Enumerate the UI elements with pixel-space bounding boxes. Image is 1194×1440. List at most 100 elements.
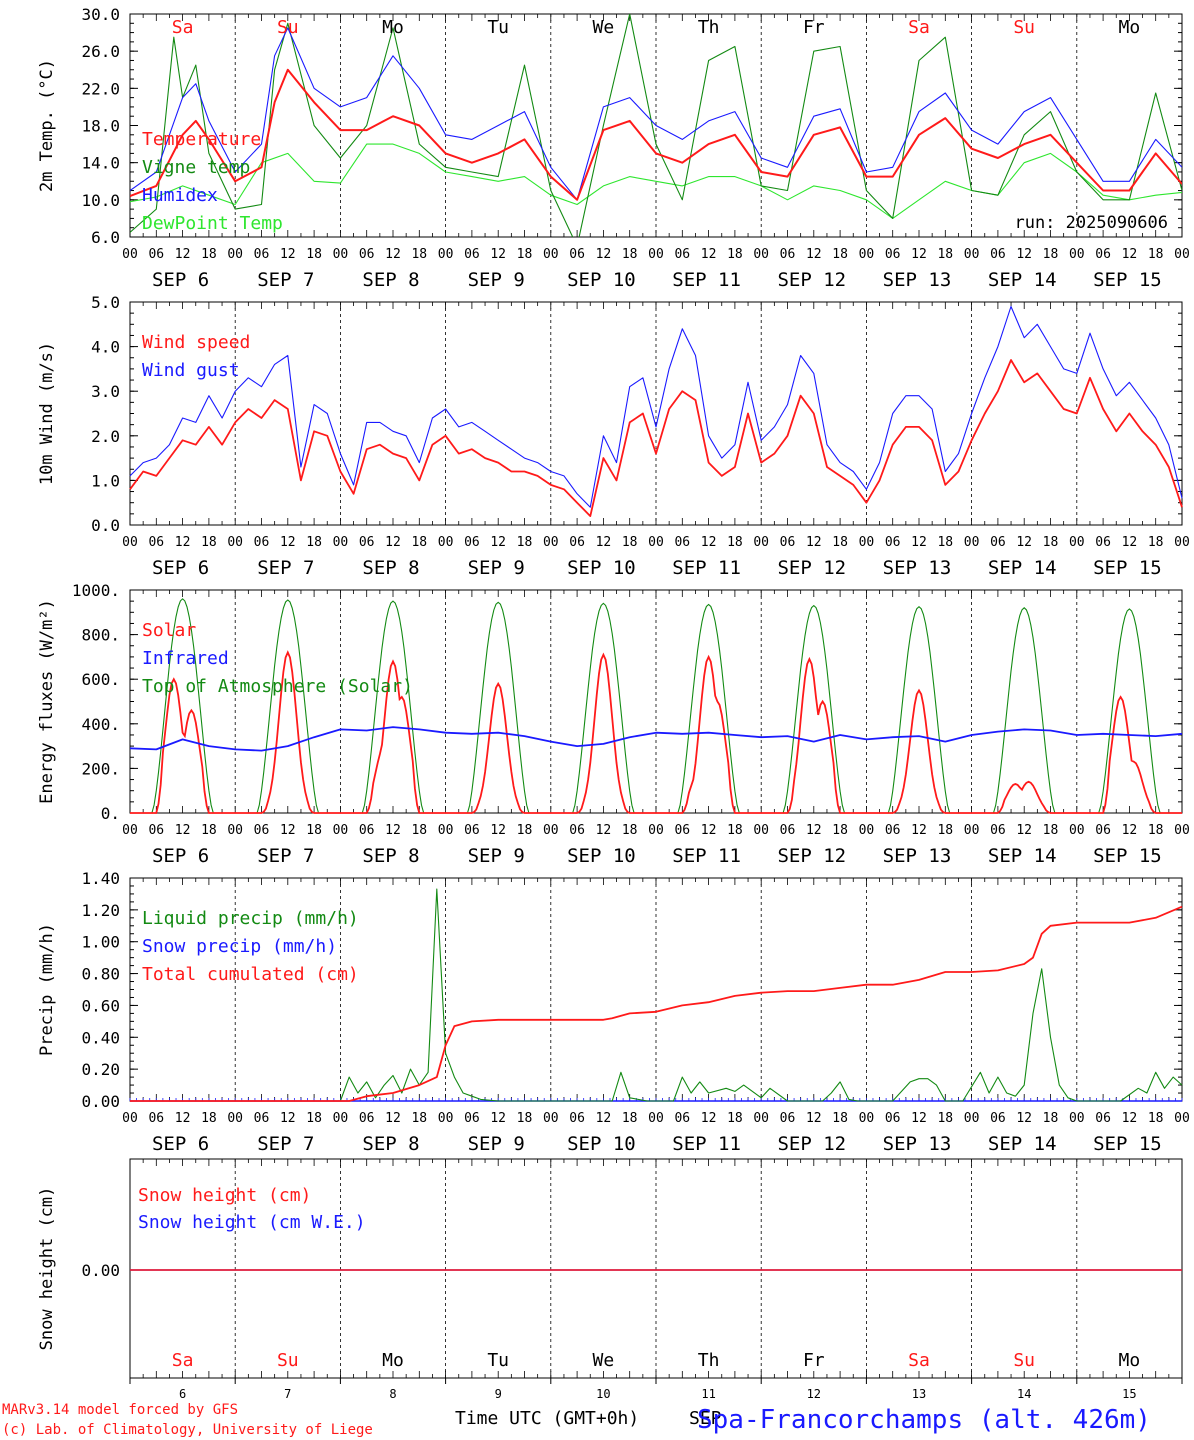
hour-tick-label: 00: [438, 247, 454, 262]
hour-tick-label: 06: [674, 1111, 690, 1126]
hour-tick-label: 00: [333, 535, 349, 550]
y-tick-label: 0.20: [81, 1060, 120, 1079]
hour-tick-label: 12: [1122, 247, 1138, 262]
y-tick-label: 4.0: [91, 338, 120, 357]
series-humidex-line: [130, 27, 1182, 201]
day-label: SEP 11: [672, 269, 741, 291]
weekday-label: Sa: [172, 1350, 194, 1371]
hour-tick-label: 12: [1122, 1111, 1138, 1126]
hour-tick-label: 06: [464, 1111, 480, 1126]
series-vigne-temp-line: [130, 14, 1182, 237]
hour-tick-label: 12: [1016, 247, 1032, 262]
hour-tick-label: 12: [911, 535, 927, 550]
hour-tick-label: 18: [622, 823, 638, 838]
panel-4: 0.00 0.20 0.40 0.60 0.80 1.00 1.20 1.40 Precip (…: [37, 869, 1190, 1155]
day-label: SEP 6: [152, 269, 209, 291]
hour-tick-label: 00: [964, 535, 980, 550]
hour-tick-label: 12: [175, 247, 191, 262]
hour-tick-label: 00: [964, 247, 980, 262]
y-tick-label: 1.20: [81, 901, 120, 920]
hour-tick-label: 18: [937, 535, 953, 550]
toa-solar-curve: [778, 604, 849, 814]
hour-tick-label: 00: [227, 1111, 243, 1126]
y-tick-label: 0.: [101, 804, 120, 823]
hour-tick-label: 06: [674, 823, 690, 838]
time-axis-title-suffix: SEP: [689, 1408, 722, 1429]
day-label: SEP 14: [988, 1133, 1057, 1155]
toa-solar-curve: [463, 601, 534, 814]
hour-tick-label: 06: [885, 1111, 901, 1126]
panel-frame: [129, 589, 1183, 814]
series-wind-gust-line: [129, 305, 1183, 508]
hour-tick-label: 00: [122, 1111, 138, 1126]
day-label: SEP 6: [152, 557, 209, 579]
hour-tick-label: 12: [701, 247, 717, 262]
hour-tick-label: 06: [780, 1111, 796, 1126]
y-axis-title: 10m Wind (m/s): [37, 342, 57, 485]
legend-entry: Snow precip (mm/h): [142, 936, 337, 957]
weekday-label: Th: [698, 1350, 720, 1371]
hour-tick-label: 06: [464, 247, 480, 262]
legend-entry: Wind speed: [142, 332, 250, 353]
day-label: SEP 14: [988, 845, 1057, 867]
day-number-label: 6: [179, 1387, 186, 1401]
hour-tick-label: 00: [1174, 1111, 1190, 1126]
hour-tick-label: 18: [517, 823, 533, 838]
day-label: SEP 15: [1093, 1133, 1162, 1155]
hour-tick-label: 12: [806, 247, 822, 262]
hour-tick-label: 12: [1016, 823, 1032, 838]
hour-tick-label: 12: [280, 535, 296, 550]
hour-tick-label: 00: [1069, 1111, 1085, 1126]
hour-tick-label: 06: [359, 247, 375, 262]
toa-solar-curve: [673, 603, 744, 814]
hour-tick-label: 18: [411, 535, 427, 550]
hour-tick-label: 18: [1148, 823, 1164, 838]
hour-tick-label: 00: [122, 823, 138, 838]
weekday-label: We: [593, 1350, 615, 1371]
day-label: SEP 7: [257, 269, 314, 291]
day-number-label: 12: [807, 1387, 821, 1401]
day-label: SEP 12: [777, 1133, 846, 1155]
y-axis-title: 2m Temp. (°C): [37, 59, 57, 192]
hour-tick-label: 12: [596, 1111, 612, 1126]
legend-entry: Humidex: [142, 185, 218, 206]
y-tick-label: 26.0: [81, 42, 120, 61]
hour-tick-label: 12: [1122, 823, 1138, 838]
hour-tick-label: 18: [411, 247, 427, 262]
legend-entry: Snow height (cm W.E.): [138, 1212, 366, 1233]
y-tick-label: 600.: [81, 670, 120, 689]
hour-tick-label: 12: [175, 823, 191, 838]
weekday-label: Su: [277, 1350, 299, 1371]
y-tick-label: 6.0: [91, 228, 120, 247]
day-label: SEP 13: [883, 845, 952, 867]
hour-tick-label: 12: [385, 1111, 401, 1126]
day-label: SEP 11: [672, 1133, 741, 1155]
hour-tick-label: 12: [701, 535, 717, 550]
hour-tick-label: 18: [411, 823, 427, 838]
hour-tick-label: 00: [333, 823, 349, 838]
hour-tick-label: 18: [201, 535, 217, 550]
hour-tick-label: 12: [806, 535, 822, 550]
hour-tick-label: 06: [569, 535, 585, 550]
hour-tick-label: 06: [780, 247, 796, 262]
hour-tick-label: 18: [622, 247, 638, 262]
hour-tick-label: 00: [543, 247, 559, 262]
day-label: SEP 9: [468, 557, 525, 579]
legend-entry: Temperature: [142, 129, 261, 150]
hour-tick-label: 00: [438, 535, 454, 550]
hour-tick-label: 06: [885, 247, 901, 262]
hour-tick-label: 12: [490, 247, 506, 262]
legend-entry: Wind gust: [142, 360, 240, 381]
time-axis-title: Time UTC (GMT+0h): [455, 1408, 639, 1429]
toa-solar-curve: [1094, 608, 1165, 814]
hour-tick-label: 00: [438, 823, 454, 838]
hour-tick-label: 06: [990, 247, 1006, 262]
day-number-label: 10: [596, 1387, 610, 1401]
hour-tick-label: 12: [385, 823, 401, 838]
day-number-label: 9: [495, 1387, 502, 1401]
hour-tick-label: 00: [964, 1111, 980, 1126]
hour-tick-label: 00: [753, 1111, 769, 1126]
hour-tick-label: 18: [306, 823, 322, 838]
hour-tick-label: 12: [385, 247, 401, 262]
hour-tick-label: 18: [201, 247, 217, 262]
